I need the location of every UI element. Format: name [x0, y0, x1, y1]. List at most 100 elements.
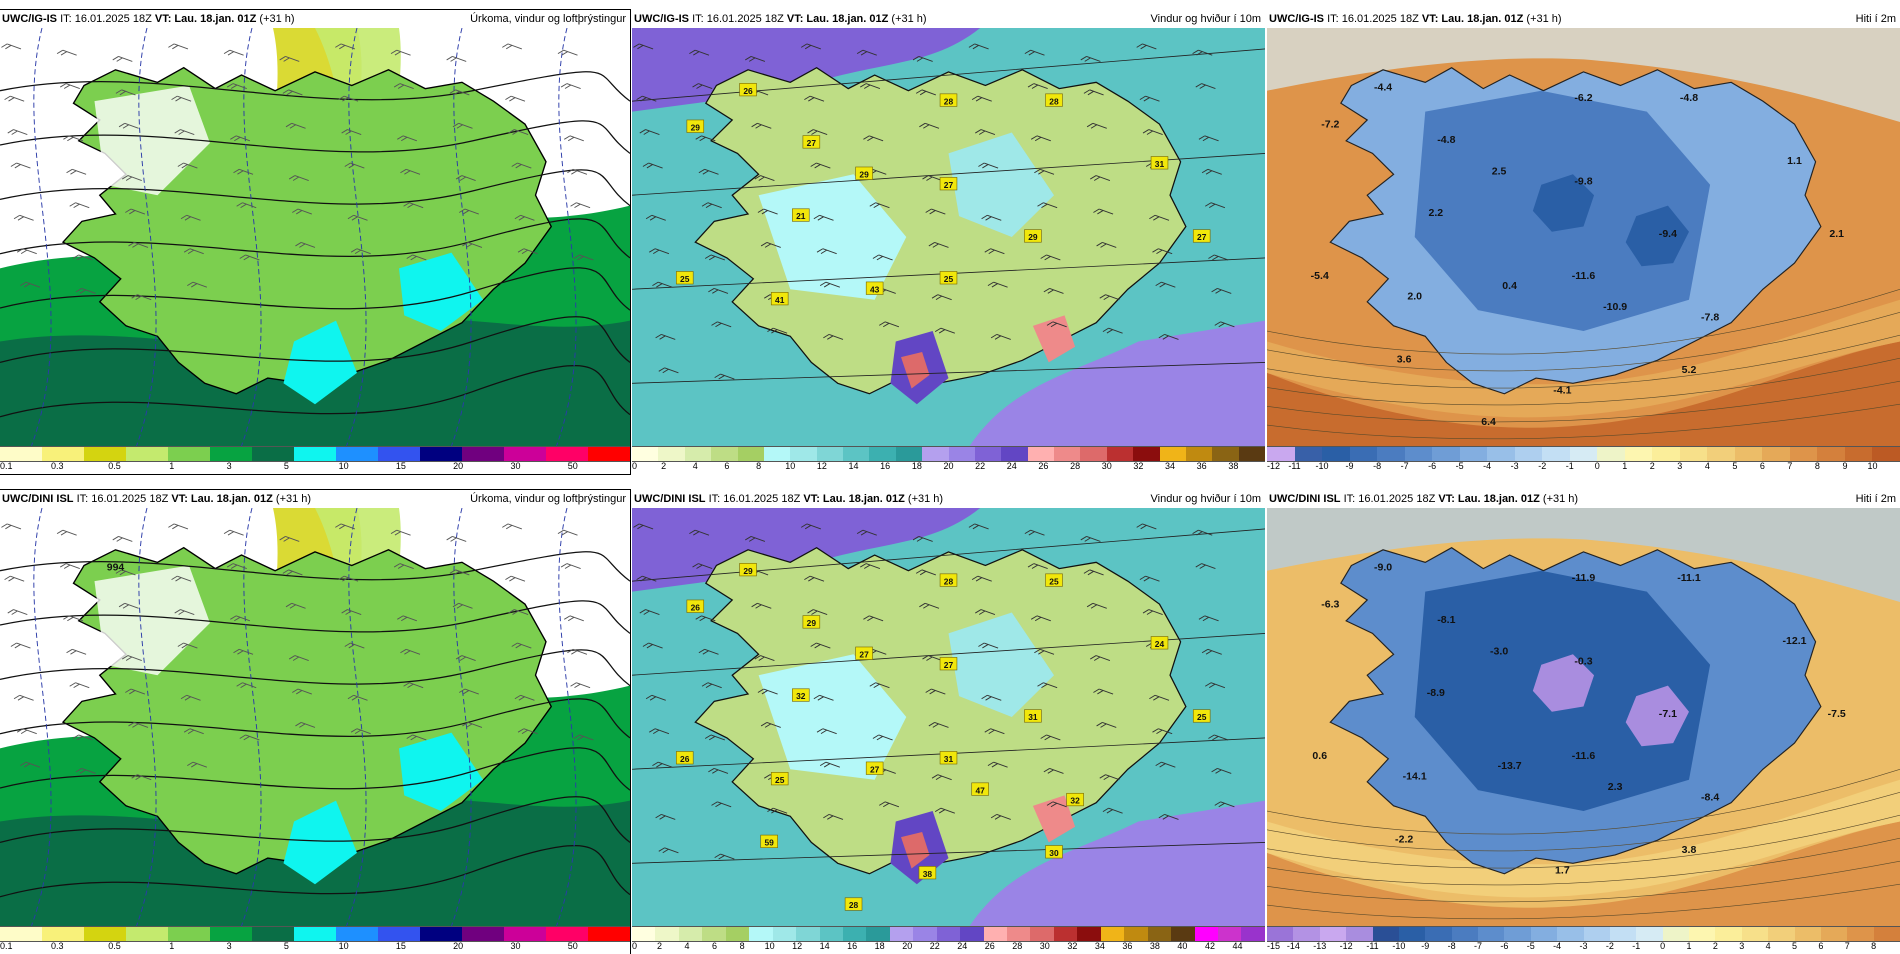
wind-barb	[171, 95, 192, 102]
wind-barb	[393, 83, 414, 90]
wind-barb	[1040, 254, 1061, 261]
temp-band	[1267, 779, 1900, 898]
wind-barb	[59, 563, 80, 570]
colour-swatch	[913, 927, 937, 941]
colour-swatch	[1147, 927, 1172, 941]
wind-barb	[505, 95, 526, 102]
gust-label: 27	[939, 177, 958, 191]
wind-barb	[180, 214, 201, 221]
wind-barb	[446, 55, 467, 62]
isotherm	[346, 28, 367, 446]
wind-barb	[642, 162, 663, 169]
valid-time: Lau. 18.jan. 01Z	[806, 13, 889, 25]
gust-label: 26	[675, 751, 694, 765]
wind-barb	[406, 734, 427, 741]
wind-barb	[236, 202, 257, 209]
wind-barb	[341, 129, 362, 136]
valid-time-label: VT:	[171, 493, 188, 505]
scale-tick-label: 30	[510, 461, 521, 471]
colour-swatch	[1557, 927, 1584, 941]
scale-tick-label: 3	[226, 941, 232, 951]
colour-swatch	[772, 927, 797, 941]
map-svg: 26 29 27 28 28 29 27 31 21 29 27 25 41 43 25	[632, 28, 1265, 446]
lead-time: (+31 h)	[1542, 493, 1579, 505]
wind-barb	[987, 281, 1008, 288]
wind-barb	[869, 682, 890, 689]
colour-swatch	[1100, 927, 1125, 941]
wind-barb	[7, 609, 28, 616]
wind-barb	[649, 248, 670, 255]
temperature-value: 2.0	[1407, 291, 1422, 303]
wind-barb	[1030, 615, 1051, 622]
colour-swatch	[1762, 447, 1790, 461]
colour-swatch	[658, 447, 685, 461]
gust-label: 30	[1045, 845, 1063, 859]
scale-tick-label: 5	[1732, 461, 1738, 471]
scale-tick-label: -6	[1428, 461, 1437, 471]
colour-swatch	[42, 447, 84, 461]
wind-barb	[754, 175, 775, 182]
scale-tick-label: -3	[1579, 941, 1588, 951]
colour-swatch	[1741, 927, 1769, 941]
scale-tick-label: 20	[453, 461, 464, 471]
wind-barb	[757, 208, 778, 215]
wind-barb	[704, 254, 726, 261]
wind-barb	[16, 728, 37, 735]
wind-barb	[1027, 83, 1048, 90]
temperature-value: -9.0	[1374, 562, 1392, 574]
wind-barb	[757, 688, 778, 695]
wind-barb	[931, 774, 952, 781]
wind-barb	[187, 761, 208, 768]
wind-barb	[226, 83, 247, 90]
wind-barb	[115, 89, 136, 96]
wind-barb	[987, 761, 1008, 768]
colour-swatch	[1597, 447, 1625, 461]
scale-tick-label: 0.3	[51, 461, 64, 471]
scale-tick-label: 40	[1177, 941, 1188, 951]
gust-label: 31	[1150, 156, 1169, 170]
isotherm	[136, 28, 157, 446]
wind-barb	[919, 122, 940, 129]
gust-label: 28	[1045, 93, 1063, 107]
colour-swatch	[336, 927, 378, 941]
temperature-value: 6.4	[1481, 416, 1496, 428]
isotherm	[1267, 288, 1900, 355]
scale-tick-label: 16	[847, 941, 858, 951]
scale-tick-label: 34	[1165, 461, 1176, 471]
wind-barb	[1099, 294, 1120, 301]
map-area: -9.0 -6.3 -8.1 -11.9 -11.1 -3.0 -0.3 -12.1 -8.9 -…	[1267, 508, 1900, 926]
temperature-value: 2.1	[1829, 228, 1844, 240]
valid-time-label: VT:	[786, 13, 804, 25]
scale-tick-label: 8	[1871, 941, 1877, 951]
gust-label: 29	[1024, 229, 1042, 243]
grid-line	[632, 48, 1265, 102]
wind-barb	[879, 801, 900, 808]
isotherm	[1267, 311, 1900, 372]
scale-tick-label: 5	[1791, 941, 1798, 951]
colour-swatch	[1077, 927, 1101, 941]
wind-barb	[760, 242, 781, 248]
colour-swatch	[1844, 447, 1873, 461]
wind-barb	[636, 575, 657, 582]
scale-tick-label: 0.5	[108, 461, 121, 471]
gust-label: 27	[1192, 229, 1211, 243]
colour-swatch	[1001, 447, 1028, 461]
panel-title: Hiti í 2m	[1855, 493, 1896, 505]
wind-barb	[1080, 535, 1101, 542]
scale-tick-label: 8	[1814, 461, 1820, 471]
colour-swatch	[1054, 447, 1081, 461]
wind-barb	[645, 214, 666, 221]
colour-swatch	[960, 927, 984, 941]
colour-swatch	[84, 447, 126, 461]
isobar	[0, 169, 630, 207]
colour-swatch	[866, 927, 890, 941]
wind-barb	[1080, 55, 1101, 62]
scale-tick-label: -7	[1400, 461, 1409, 471]
colour-swatch	[1080, 447, 1107, 461]
scale-tick-label: 32	[1133, 461, 1144, 471]
temperature-value: 2.2	[1428, 207, 1443, 219]
wind-barb	[118, 122, 139, 129]
wind-barb	[285, 122, 306, 129]
temp-band	[1267, 28, 1900, 123]
wind-barb	[338, 95, 359, 102]
